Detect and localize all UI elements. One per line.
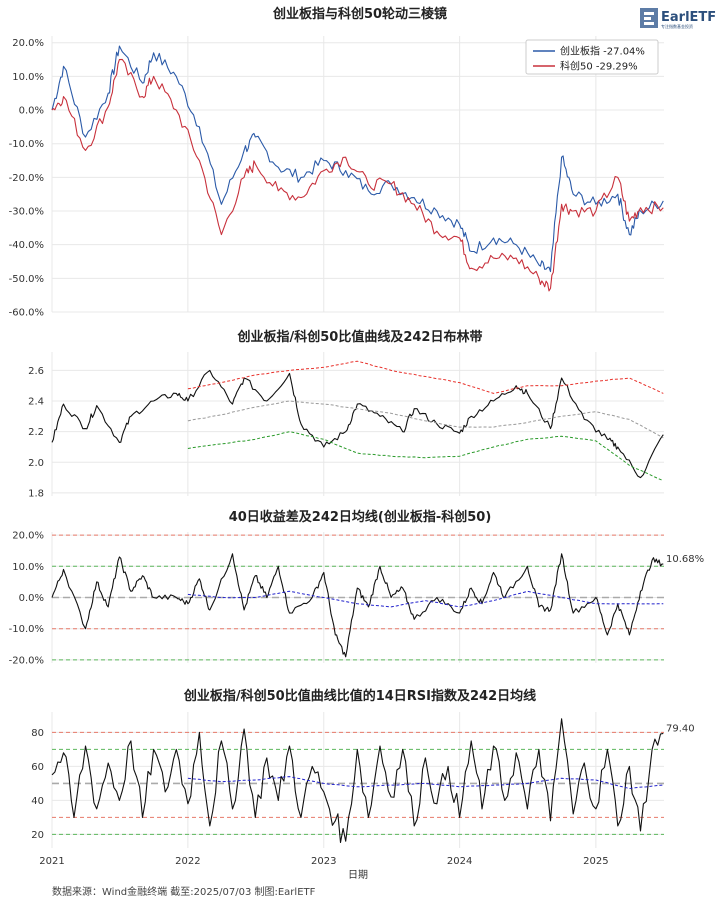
series-line-创业板指	[51, 45, 664, 273]
legend-box	[525, 39, 659, 75]
source-footnote: 数据来源：Wind金融终端 截至:2025/07/03 制图:EarlETF	[52, 887, 316, 898]
y-tick-label: -20.0%	[9, 655, 44, 666]
x-tick-label: 2023	[311, 856, 336, 867]
series-line-rsi	[51, 718, 664, 844]
y-tick-label: 2.2	[28, 427, 44, 438]
end-value-label: 10.68%	[666, 554, 704, 565]
legend: 创业板指 -27.04% 科创50 -29.29%	[525, 39, 659, 75]
legend-label: 创业板指 -27.04%	[560, 45, 645, 58]
y-tick-label: 2.4	[28, 397, 44, 408]
chart-panel-panel1: 创业板指与科创50轮动三棱镜 -60.0% -50.0% -40.0% -30.0% -2…	[9, 6, 664, 319]
y-tick-label: 0.0%	[19, 593, 44, 604]
y-tick-label: -20.0%	[9, 173, 44, 184]
chart-panel-panel2: 创业板指/科创50比值曲线及242日布林带 1.8 2.0 2.2 2.4 2.6	[28, 329, 664, 499]
y-tick-label: 80	[31, 728, 44, 739]
y-tick-label: -10.0%	[9, 139, 44, 150]
series-line-lower	[187, 431, 664, 482]
y-tick-label: 2.0	[28, 458, 44, 469]
series-line-middle	[187, 400, 664, 439]
end-value-label: 79.40	[666, 723, 695, 734]
y-tick-label: -40.0%	[9, 240, 44, 251]
y-tick-label: 20.0%	[12, 38, 44, 49]
series-line-diff	[51, 553, 664, 658]
logo-subtitle: 专注指数基金投资	[661, 23, 693, 29]
chart-title: 创业板指/科创50比值曲线及242日布林带	[237, 329, 483, 345]
y-tick-label: 0.0%	[19, 106, 44, 117]
y-tick-label: 10.0%	[12, 72, 44, 83]
series-line-科创50	[51, 58, 664, 292]
y-tick-label: 1.8	[28, 488, 44, 499]
chart-title: 创业板指/科创50比值曲线比值的14日RSI指数及242日均线	[183, 688, 536, 704]
y-tick-label: -30.0%	[9, 207, 44, 218]
legend-label: 科创50 -29.29%	[560, 60, 638, 73]
y-tick-label: -10.0%	[9, 624, 44, 635]
series-line-ratio	[51, 369, 664, 479]
series-line-upper	[187, 360, 664, 394]
x-axis-label: 日期	[348, 869, 368, 881]
y-tick-label: 10.0%	[12, 562, 44, 573]
x-tick-label: 2025	[583, 856, 608, 867]
y-tick-label: -60.0%	[9, 308, 44, 319]
y-tick-label: 2.6	[28, 366, 44, 377]
chart-title: 40日收益差及242日均线(创业板指-科创50)	[229, 509, 492, 525]
series-line-avg	[187, 590, 664, 608]
x-tick-label: 2022	[175, 856, 200, 867]
chart-title: 创业板指与科创50轮动三棱镜	[272, 6, 447, 22]
y-tick-label: 60	[31, 762, 44, 773]
chart-panel-panel3: 40日收益差及242日均线(创业板指-科创50) -20.0% -10.0% 0.0%…	[9, 509, 705, 666]
x-tick-label: 2024	[447, 856, 472, 867]
y-tick-label: -50.0%	[9, 274, 44, 285]
y-tick-label: 40	[31, 796, 44, 807]
chart-panel-panel4: 创业板指/科创50比值曲线比值的14日RSI指数及242日均线 20 40 60 80 7…	[31, 688, 694, 881]
x-tick-label: 2021	[39, 856, 64, 867]
series-line-avg	[187, 776, 664, 789]
y-tick-label: 20	[31, 830, 44, 841]
logo-text: EarlETF	[661, 10, 716, 25]
earletf-logo: EarlETF 专注指数基金投资	[640, 8, 716, 29]
y-tick-label: 20.0%	[12, 531, 44, 542]
